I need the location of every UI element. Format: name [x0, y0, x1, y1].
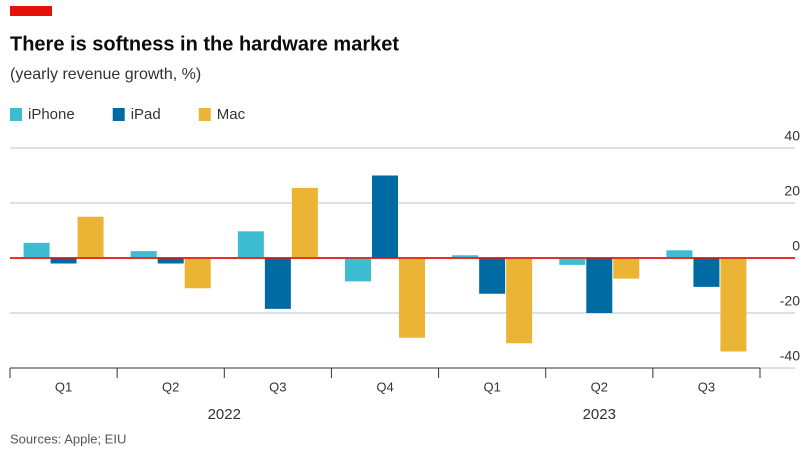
- bar: [399, 258, 425, 338]
- x-tick-label: Q2: [162, 379, 179, 394]
- bar: [264, 258, 291, 309]
- x-tick-label: Q3: [698, 379, 715, 394]
- bar: [291, 187, 318, 258]
- bar: [345, 258, 371, 282]
- y-tick-label: 0: [792, 238, 800, 254]
- bar: [613, 258, 640, 279]
- bar: [506, 258, 533, 344]
- bar: [559, 258, 586, 265]
- brand-bar: [10, 6, 52, 16]
- bar: [720, 258, 747, 352]
- bar: [372, 175, 398, 258]
- group-label: 2022: [208, 406, 241, 423]
- bar: [452, 255, 479, 258]
- legend-swatch: [198, 108, 211, 121]
- bar: [586, 258, 613, 313]
- bar: [157, 258, 184, 264]
- chart-title: There is softness in the hardware market: [10, 33, 399, 55]
- x-tick-label: Q2: [591, 379, 608, 394]
- bar: [184, 258, 211, 289]
- source-note: Sources: Apple; EIU: [10, 431, 126, 446]
- bar: [237, 231, 264, 258]
- legend-label: Mac: [217, 106, 246, 123]
- group-label: 2023: [583, 406, 616, 423]
- x-tick-label: Q1: [55, 379, 72, 394]
- x-tick-label: Q1: [483, 379, 500, 394]
- bar: [23, 242, 50, 258]
- bar: [130, 251, 157, 258]
- legend-swatch: [10, 108, 22, 121]
- bar: [666, 250, 693, 258]
- y-tick-label: 40: [784, 128, 800, 144]
- bar: [77, 216, 104, 258]
- legend-label: iPad: [131, 106, 161, 123]
- legend-swatch: [112, 108, 125, 121]
- bar: [50, 258, 77, 264]
- x-tick-label: Q4: [376, 379, 393, 394]
- y-tick-label: 20: [784, 183, 800, 199]
- bar: [693, 258, 720, 287]
- y-tick-label: -20: [780, 293, 800, 309]
- bar: [479, 258, 506, 294]
- legend-label: iPhone: [28, 106, 75, 123]
- y-tick-label: -40: [780, 348, 800, 364]
- chart-subtitle: (yearly revenue growth, %): [10, 66, 201, 83]
- x-tick-label: Q3: [269, 379, 286, 394]
